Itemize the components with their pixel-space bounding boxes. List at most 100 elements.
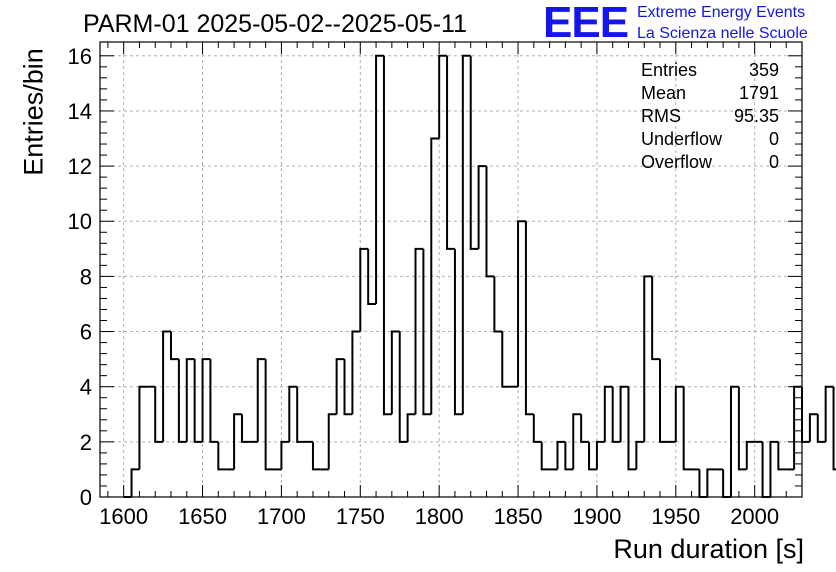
stat-label: Overflow: [641, 152, 713, 172]
histogram-bin: [824, 385, 834, 442]
histogram-bin: [524, 221, 534, 416]
histogram-bin: [138, 385, 148, 470]
histogram-bin: [564, 441, 574, 471]
stat-value: 0: [768, 152, 779, 172]
y-axis-label: Entries/bin: [18, 48, 49, 176]
stat-row-underflow: Underflow 0: [641, 128, 779, 151]
y-tick-label: 16: [68, 44, 92, 69]
x-tick-label: 2000: [730, 504, 779, 529]
y-tick-label: 10: [68, 209, 92, 234]
histogram-bin: [580, 414, 590, 443]
histogram-bin: [453, 248, 463, 416]
histogram-bin: [501, 331, 511, 388]
x-tick-label: 1750: [336, 504, 385, 529]
histogram-bin: [517, 220, 526, 387]
histogram-bin: [595, 440, 605, 470]
histogram-bin: [130, 468, 140, 497]
histogram-bin: [769, 440, 779, 497]
histogram-bin: [311, 441, 321, 471]
histogram-bin: [327, 413, 337, 470]
logo-line-2: La Scienza nelle Scuole: [637, 25, 808, 42]
histogram-bin: [375, 54, 384, 304]
stat-label: Underflow: [641, 129, 723, 149]
histogram-bin: [193, 359, 203, 443]
histogram-bin: [588, 441, 597, 471]
histogram-bin: [256, 358, 266, 442]
histogram-bin: [217, 441, 227, 471]
y-tick-label: 2: [80, 430, 92, 455]
histogram-bin: [201, 358, 211, 442]
histogram-bin: [185, 358, 195, 442]
histogram-bin: [343, 359, 353, 416]
histogram-bin: [359, 247, 369, 332]
y-tick-label: 0: [80, 485, 92, 510]
histogram-bin: [382, 55, 392, 416]
y-tick-label: 14: [68, 99, 92, 124]
histogram-bin: [737, 386, 747, 471]
histogram-bin: [808, 413, 818, 442]
histogram-bin: [611, 386, 621, 443]
histogram-bin: [461, 54, 471, 415]
chart-title: PARM-01 2025-05-02--2025-05-11: [83, 10, 468, 38]
histogram-bin: [698, 469, 708, 498]
histogram-bin: [801, 386, 810, 443]
y-tick-label: 12: [68, 154, 92, 179]
histogram-bin: [643, 275, 653, 442]
stat-label: Mean: [641, 83, 687, 103]
histogram-bin: [414, 247, 424, 415]
x-tick-label: 1850: [494, 504, 543, 529]
histogram-bin: [572, 413, 582, 470]
x-tick-label: 1600: [99, 504, 148, 529]
histogram-bin: [777, 441, 787, 471]
histogram-bin: [446, 55, 455, 250]
histogram-bin: [390, 330, 400, 415]
histogram-bin: [761, 441, 771, 498]
stat-row-mean: Mean 1791: [641, 82, 779, 105]
histogram-bin: [730, 385, 739, 497]
histogram-bin: [556, 440, 566, 470]
histogram-bin: [335, 358, 345, 415]
histogram-bin: [477, 165, 487, 249]
histogram-bin: [430, 137, 440, 415]
histogram-bin: [659, 359, 668, 443]
histogram-bin: [627, 386, 637, 471]
histogram-bin: [351, 330, 361, 415]
y-tick-label: 4: [80, 375, 92, 400]
stats-box: Entries 359 Mean 1791 RMS 95.35 Underflo…: [641, 59, 779, 174]
histogram-bin: [469, 55, 479, 250]
histogram-bin: [745, 440, 755, 470]
y-tick-label: 6: [80, 320, 92, 345]
histogram-bin: [154, 386, 164, 443]
x-tick-label: 1650: [178, 504, 227, 529]
stat-value: 1791: [738, 83, 779, 103]
histogram-bin: [603, 385, 613, 442]
histogram-bin: [296, 386, 306, 443]
eee-logo: EEE: [543, 0, 629, 47]
stat-value: 0: [768, 129, 779, 149]
histogram-bin: [264, 359, 274, 471]
histogram-bin: [722, 469, 732, 498]
histogram-bin: [398, 331, 408, 443]
histogram-bin: [493, 276, 503, 333]
histogram-bin: [367, 248, 377, 305]
histogram-bin: [635, 440, 645, 470]
histogram-bin: [793, 385, 802, 470]
stat-label: Entries: [641, 60, 698, 80]
histogram-bin: [651, 276, 661, 361]
histogram-bin: [438, 54, 448, 139]
histogram-bin: [674, 385, 684, 442]
stat-value: 95.35: [733, 106, 779, 126]
histogram-bin: [288, 385, 298, 442]
histogram-bin: [233, 413, 242, 470]
histogram-bin: [682, 386, 692, 471]
histogram-bin: [280, 440, 290, 470]
histogram-bin: [162, 330, 171, 442]
y-tick-label: 8: [80, 264, 92, 289]
histogram-bin: [177, 359, 187, 443]
histogram-bin: [422, 248, 432, 416]
histogram-bin: [240, 414, 250, 443]
stat-row-overflow: Overflow 0: [641, 151, 779, 174]
plot-frame: [99, 41, 803, 498]
x-tick-label: 1700: [257, 504, 306, 529]
